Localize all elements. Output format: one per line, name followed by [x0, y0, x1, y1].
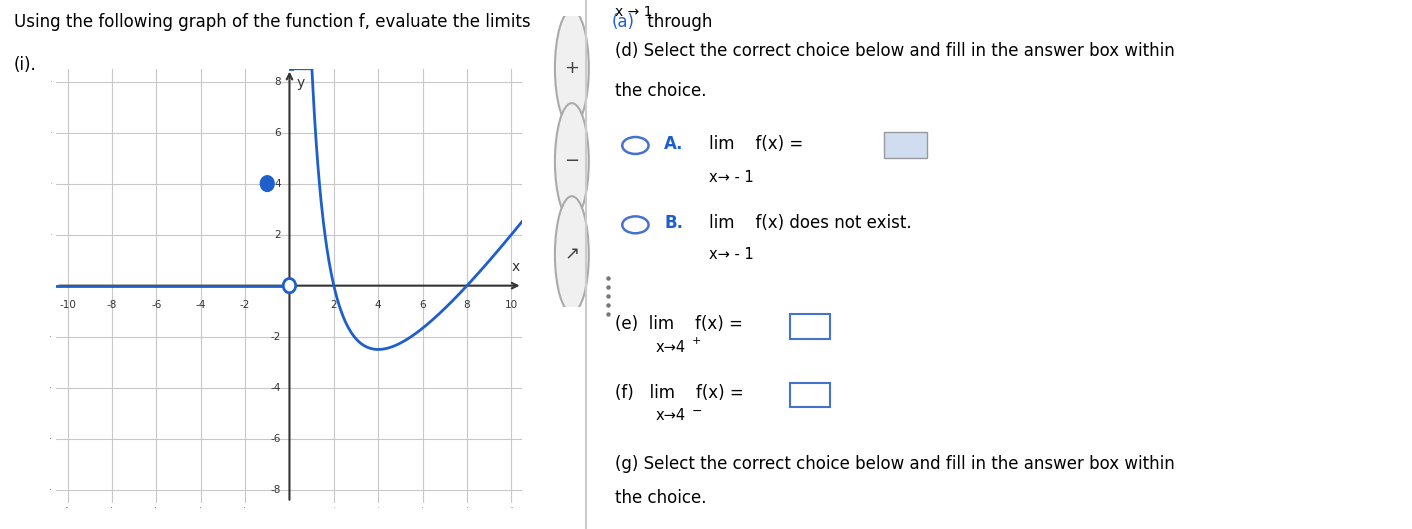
Text: x → 1: x → 1	[614, 5, 652, 19]
Text: x→4: x→4	[657, 408, 686, 423]
Text: -10: -10	[59, 300, 76, 309]
Text: x→ - 1: x→ - 1	[709, 247, 754, 262]
Text: 10: 10	[504, 300, 518, 309]
Text: (i).: (i).	[14, 56, 37, 74]
Text: 2: 2	[274, 230, 281, 240]
Circle shape	[555, 196, 589, 313]
FancyBboxPatch shape	[884, 132, 928, 158]
Text: (a): (a)	[611, 13, 634, 31]
Text: A.: A.	[664, 135, 683, 153]
Circle shape	[555, 10, 589, 126]
Circle shape	[555, 103, 589, 220]
Text: 6: 6	[274, 127, 281, 138]
Circle shape	[261, 177, 274, 191]
Text: -6: -6	[270, 434, 281, 444]
Text: (d) Select the correct choice below and fill in the answer box within: (d) Select the correct choice below and …	[614, 42, 1175, 60]
Text: 8: 8	[274, 77, 281, 87]
Text: 2: 2	[330, 300, 337, 309]
Text: -4: -4	[270, 382, 281, 393]
Text: -4: -4	[195, 300, 206, 309]
Text: (e)  lim    f(x) =: (e) lim f(x) =	[614, 315, 748, 333]
Text: -8: -8	[270, 485, 281, 495]
Text: +: +	[692, 336, 702, 346]
Text: −: −	[565, 152, 579, 170]
Text: 4: 4	[376, 300, 381, 309]
Text: 8: 8	[463, 300, 470, 309]
Text: (g) Select the correct choice below and fill in the answer box within: (g) Select the correct choice below and …	[614, 455, 1175, 473]
Text: -2: -2	[240, 300, 250, 309]
Text: +: +	[565, 59, 579, 77]
Text: -8: -8	[107, 300, 117, 309]
Circle shape	[284, 278, 295, 293]
Text: lim    f(x) =: lim f(x) =	[709, 135, 809, 153]
Text: −: −	[692, 405, 703, 418]
FancyBboxPatch shape	[789, 314, 830, 339]
Text: 4: 4	[274, 179, 281, 189]
Text: x→ - 1: x→ - 1	[709, 170, 754, 185]
Text: the choice.: the choice.	[614, 82, 706, 100]
Text: x→4: x→4	[657, 340, 686, 354]
Text: B.: B.	[664, 214, 683, 232]
Text: ↗: ↗	[565, 245, 579, 263]
Text: through: through	[642, 13, 713, 31]
Text: -2: -2	[270, 332, 281, 342]
Text: -6: -6	[151, 300, 161, 309]
Text: the choice.: the choice.	[614, 489, 706, 507]
Text: Using the following graph of the function f, evaluate the limits: Using the following graph of the functio…	[14, 13, 537, 31]
FancyBboxPatch shape	[789, 383, 830, 407]
Text: lim    f(x) does not exist.: lim f(x) does not exist.	[709, 214, 912, 232]
Text: 6: 6	[419, 300, 426, 309]
Text: y: y	[297, 76, 305, 90]
Text: x: x	[511, 260, 520, 274]
Text: (f)   lim    f(x) =: (f) lim f(x) =	[614, 384, 748, 402]
